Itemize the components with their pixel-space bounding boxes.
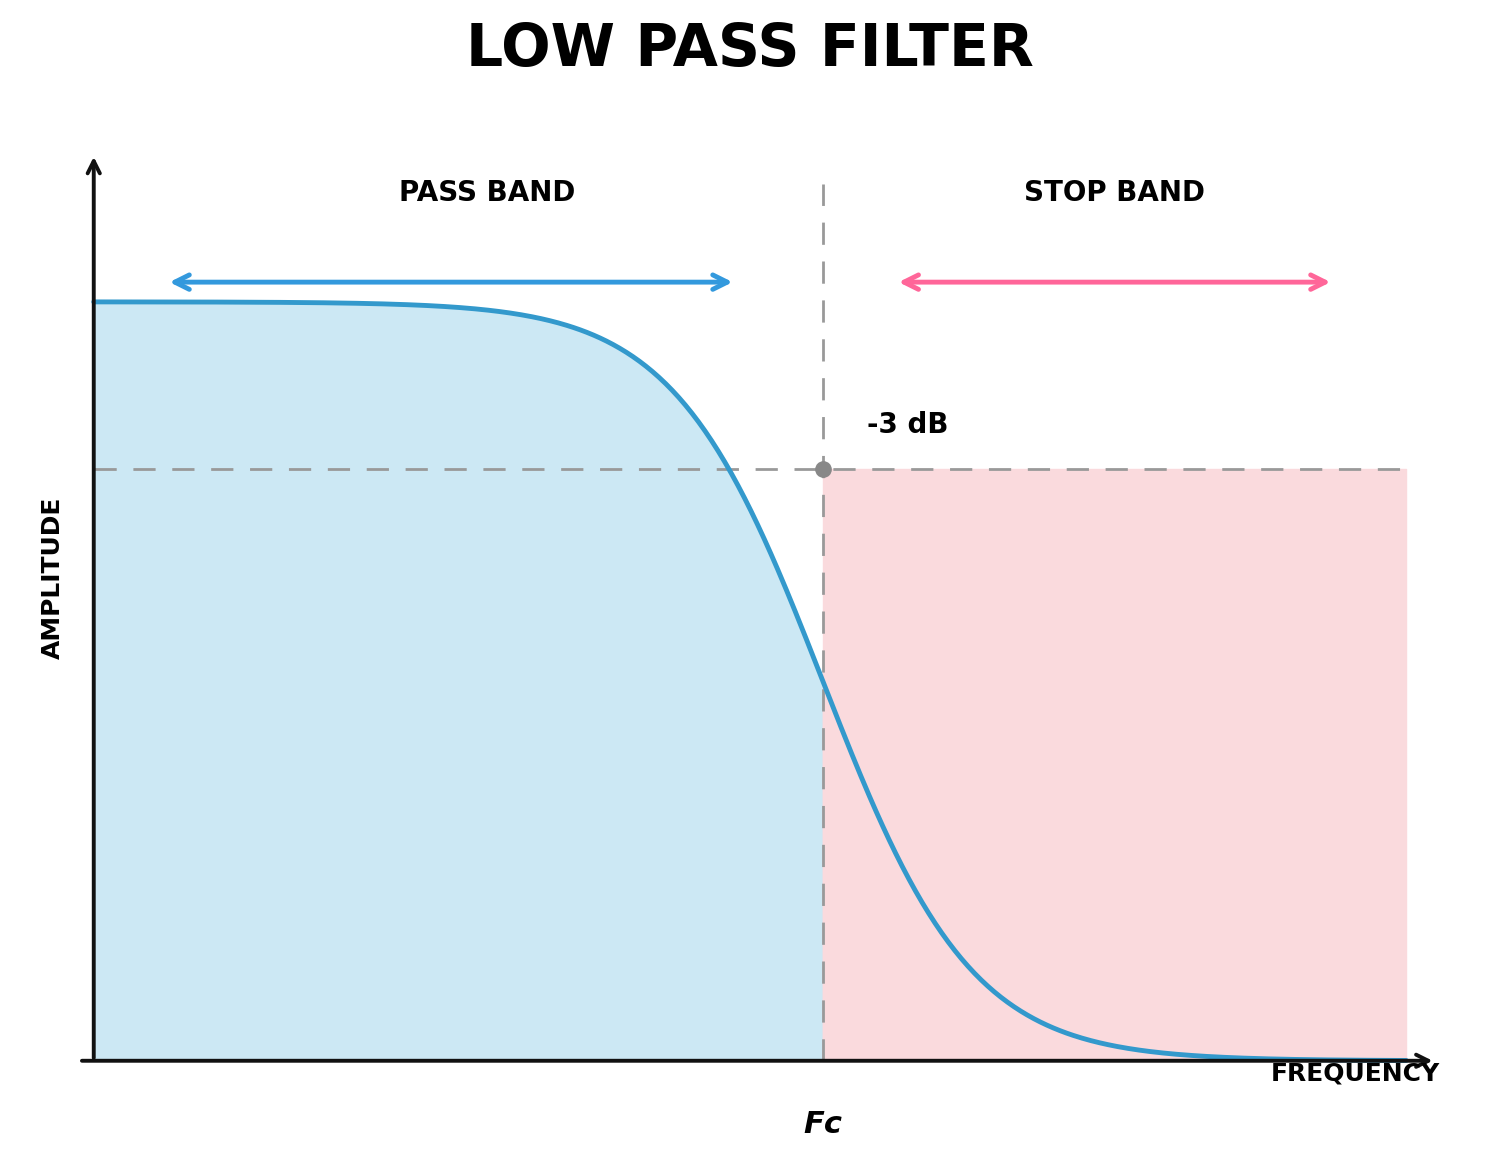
Text: -3 dB: -3 dB	[867, 411, 948, 439]
Text: PASS BAND: PASS BAND	[399, 179, 576, 207]
Text: FREQUENCY: FREQUENCY	[1270, 1062, 1440, 1085]
Text: AMPLITUDE: AMPLITUDE	[40, 497, 64, 659]
Text: Fc: Fc	[804, 1111, 843, 1139]
Title: LOW PASS FILTER: LOW PASS FILTER	[466, 21, 1034, 78]
Text: STOP BAND: STOP BAND	[1024, 179, 1204, 207]
